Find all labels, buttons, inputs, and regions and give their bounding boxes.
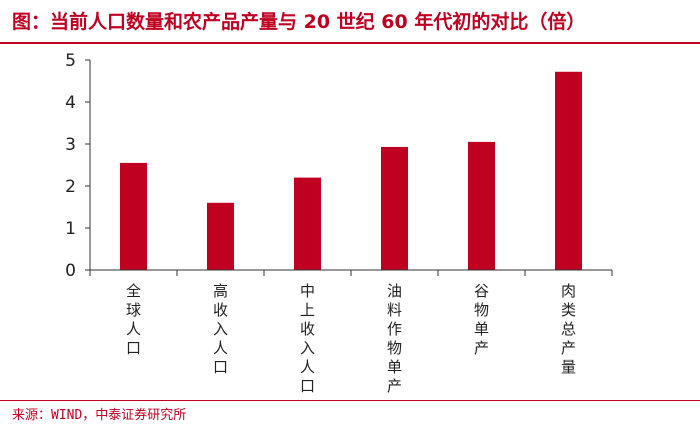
source-note: 来源：WIND，中泰证券研究所 — [12, 408, 187, 423]
chart-title: 图：当前人口数量和农产品产量与 20 世纪 60 年代初的对比（倍） — [12, 11, 586, 33]
bar-5 — [468, 141, 495, 270]
y-tick-label: 4 — [65, 93, 76, 113]
y-axis: 0 1 2 3 4 5 — [65, 51, 91, 281]
footer-divider — [0, 400, 700, 401]
bar-2 — [207, 202, 234, 270]
x-axis: 全球人口 高收入人口 中上收入人口 油料作物单产 谷物单产 肉类总产量 — [89, 269, 613, 395]
bar-4 — [381, 146, 408, 270]
y-tick-label: 0 — [65, 261, 76, 281]
y-tick-label: 2 — [65, 177, 76, 197]
bar-3 — [294, 177, 321, 270]
x-category-label: 全球人口 — [126, 282, 141, 357]
bar-6 — [555, 71, 582, 270]
y-tick-label: 5 — [65, 51, 76, 71]
y-tick-label: 1 — [65, 219, 76, 239]
bars — [120, 71, 582, 270]
x-category-label: 谷物单产 — [474, 282, 489, 357]
x-category-label: 中上收入人口 — [300, 282, 315, 395]
title-divider — [0, 42, 700, 44]
y-tick-label: 3 — [65, 135, 76, 155]
x-category-label: 油料作物单产 — [387, 282, 402, 395]
bar-chart: 0 1 2 3 4 5 全球人口 高收入人口 中上收入人口 油料作物单产 谷物单产 肉类总产量 — [65, 51, 613, 395]
x-category-label: 高收入人口 — [213, 282, 228, 376]
x-category-label: 肉类总产量 — [561, 282, 576, 376]
bar-1 — [120, 162, 147, 270]
